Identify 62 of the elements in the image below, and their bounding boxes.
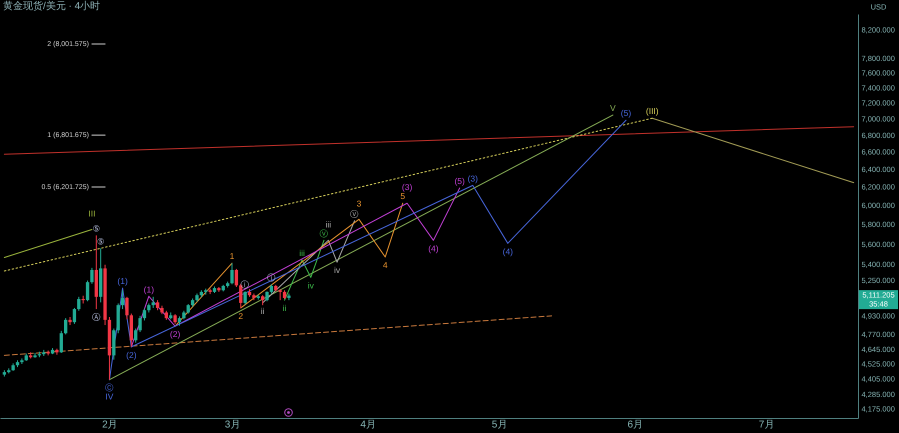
annotation: V [610,103,616,114]
candlestick [270,284,274,294]
annotation: ⓘ [240,279,250,290]
x-tick-label: 2月 [102,420,118,430]
annotation: 1 [230,251,235,262]
candlestick [125,296,129,320]
annotation: ii [260,306,265,316]
x-tick-label: 6月 [627,420,644,430]
annotation: ⓥ [319,228,328,238]
annotation: iv [308,280,315,290]
candlestick [278,288,282,301]
annotation: (5) [620,108,632,118]
annotation: 4 [382,260,388,270]
annotation: III [88,208,96,218]
candlestick [152,296,155,308]
x-tick-label: 5月 [492,420,508,430]
candlestick [86,280,90,302]
candlestick [186,304,190,314]
annotation: (3) [468,173,478,184]
x-tick-label: 7月 [758,420,774,430]
annotation: 5 [400,191,406,202]
annotation: (2) [126,350,137,360]
candlestick [234,268,238,288]
x-tick-label: 3月 [224,420,240,430]
candlestick [156,300,160,311]
annotation: (5) [454,176,466,186]
annotation: (1) [144,284,154,294]
candlestick [173,314,177,324]
annotation: (4) [428,243,439,254]
candlestick [64,318,68,335]
annotation: iii [299,248,305,258]
annotation: 3 [356,198,362,208]
annotation: (III) [646,106,659,116]
annotation: 2 [238,310,244,321]
annotation: ⓥ [350,208,360,219]
annotation: (2) [170,329,180,340]
candlestick [134,328,138,344]
candlestick [178,316,182,326]
candlestick [142,308,146,321]
candlestick [60,330,63,354]
chart-title: 黄金现货/美元 · 4小时 [3,1,100,13]
annotation: (4) [502,246,514,256]
line-series [284,240,324,301]
annotation: (1) [117,276,128,286]
line-series [262,220,356,304]
annotation: iii [325,219,332,230]
annotation: iv [334,265,341,276]
candlestick [260,294,264,306]
annotation: Ⓐ [92,312,101,322]
annotation: IV [105,392,114,402]
annotation: ii [282,303,287,314]
x-tick-label: 4月 [360,420,376,430]
candlestick [164,310,168,320]
annotation: ⑤ [96,236,104,246]
candlestick [243,290,247,306]
annotation: (3) [402,182,412,192]
candlestick [82,295,85,304]
candlestick [77,296,80,312]
candlestick [138,315,142,333]
candlestick [72,307,76,324]
annotation: Ⓒ [104,382,114,393]
annotation: ⑤ [92,223,100,234]
